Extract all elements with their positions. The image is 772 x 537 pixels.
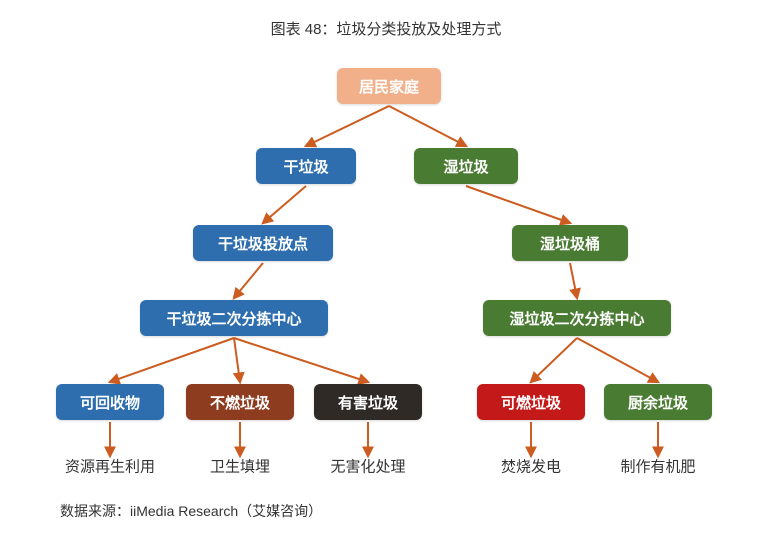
node-burn: 可燃垃圾 bbox=[477, 384, 585, 420]
leaf-l2: 卫生填埋 bbox=[210, 456, 270, 477]
node-hazard: 有害垃圾 bbox=[314, 384, 422, 420]
node-label: 干垃圾投放点 bbox=[218, 233, 308, 254]
leaf-l1: 资源再生利用 bbox=[65, 456, 155, 477]
node-label: 干垃圾二次分拣中心 bbox=[166, 308, 301, 329]
leaf-label: 资源再生利用 bbox=[65, 459, 155, 476]
node-label: 有害垃圾 bbox=[338, 392, 398, 413]
source-label: 数据来源：iiMedia Research（艾媒咨询） bbox=[60, 501, 322, 521]
leaf-label: 无害化处理 bbox=[330, 459, 405, 476]
node-label: 湿垃圾 bbox=[443, 156, 488, 177]
node-root: 居民家庭 bbox=[337, 68, 441, 104]
leaf-label: 卫生填埋 bbox=[210, 459, 270, 476]
node-label: 居民家庭 bbox=[359, 76, 419, 97]
leaf-l3: 无害化处理 bbox=[330, 456, 405, 477]
node-recyc: 可回收物 bbox=[56, 384, 164, 420]
node-label: 湿垃圾二次分拣中心 bbox=[509, 308, 644, 329]
leaf-label: 制作有机肥 bbox=[620, 459, 695, 476]
leaf-label: 焚烧发电 bbox=[501, 459, 561, 476]
node-label: 可回收物 bbox=[80, 392, 140, 413]
node-wet: 湿垃圾 bbox=[414, 148, 518, 184]
node-dryCtr: 干垃圾二次分拣中心 bbox=[140, 300, 328, 336]
chart-title: 图表 48：垃圾分类投放及处理方式 bbox=[0, 18, 772, 39]
node-label: 湿垃圾桶 bbox=[540, 233, 600, 254]
node-label: 干垃圾 bbox=[283, 156, 328, 177]
diagram-canvas: 图表 48：垃圾分类投放及处理方式 居民家庭干垃圾 湿垃圾干垃圾投放点 湿垃圾桶干垃… bbox=[0, 0, 772, 537]
node-label: 不燃垃圾 bbox=[210, 392, 270, 413]
node-dry: 干垃圾 bbox=[256, 148, 356, 184]
node-label: 厨余垃圾 bbox=[628, 392, 688, 413]
leaf-l4: 焚烧发电 bbox=[501, 456, 561, 477]
node-noburn: 不燃垃圾 bbox=[186, 384, 294, 420]
node-label: 可燃垃圾 bbox=[501, 392, 561, 413]
node-kitchen: 厨余垃圾 bbox=[604, 384, 712, 420]
node-dryPt: 干垃圾投放点 bbox=[193, 225, 333, 261]
leaf-l5: 制作有机肥 bbox=[620, 456, 695, 477]
node-wetCtr: 湿垃圾二次分拣中心 bbox=[483, 300, 671, 336]
node-wetBin: 湿垃圾桶 bbox=[512, 225, 628, 261]
